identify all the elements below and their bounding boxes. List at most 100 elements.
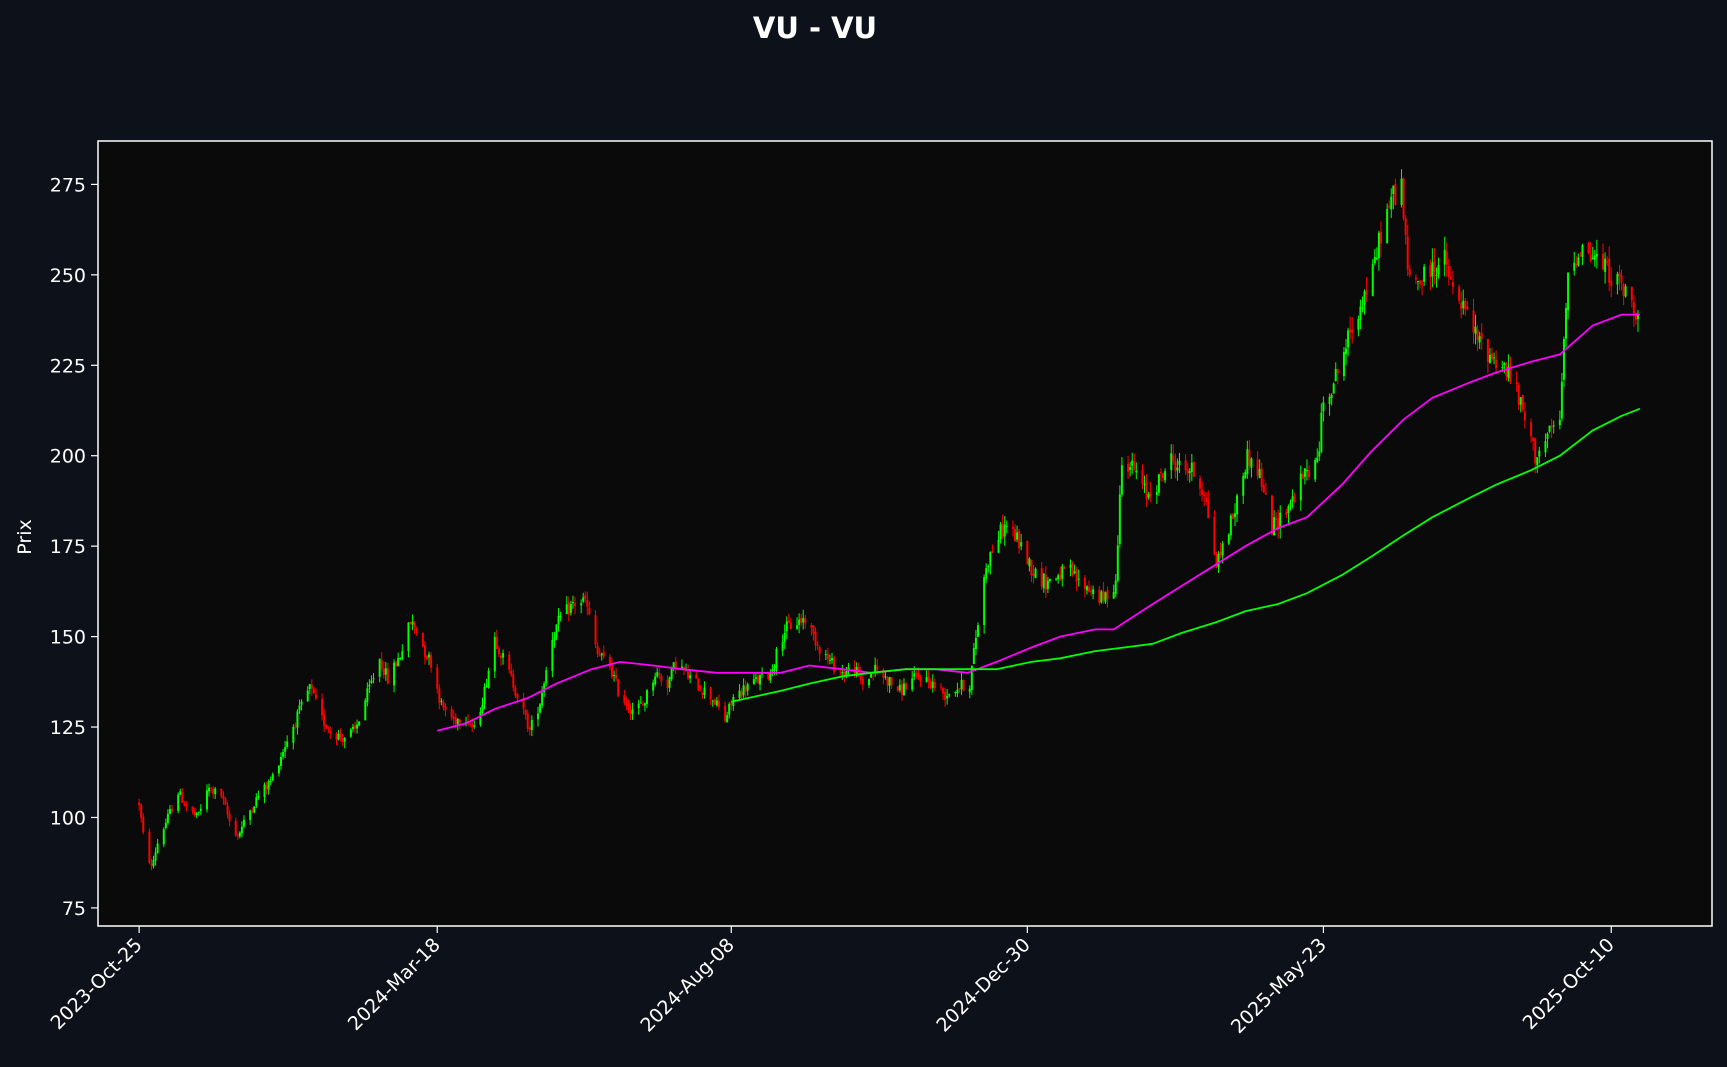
candle-body xyxy=(358,721,361,726)
candle-body xyxy=(438,688,441,703)
y-tick-label: 175 xyxy=(50,536,86,558)
candle-body xyxy=(697,678,700,691)
y-tick-label: 250 xyxy=(50,265,86,287)
candle-body xyxy=(329,731,332,733)
y-tick-label: 75 xyxy=(62,898,86,920)
candle-body xyxy=(744,686,747,692)
candle-body xyxy=(1046,580,1049,589)
candle-body xyxy=(1449,277,1452,280)
candle-body xyxy=(1176,467,1179,471)
candle-body xyxy=(1536,457,1539,466)
candle-body xyxy=(1057,575,1060,580)
candle-body xyxy=(574,603,577,606)
candle-body xyxy=(1149,492,1152,497)
candle-body xyxy=(483,686,486,704)
candle-body xyxy=(337,733,340,740)
candle-body xyxy=(1433,261,1436,273)
candle-body xyxy=(1636,313,1639,320)
candle-body xyxy=(611,665,614,678)
candle-body xyxy=(138,802,141,805)
candle-body xyxy=(672,662,675,669)
candle-body xyxy=(1565,307,1568,339)
candle-body xyxy=(335,733,338,740)
candle-body xyxy=(257,796,260,799)
candle-body xyxy=(1544,441,1547,453)
candle-body xyxy=(796,625,799,629)
candle-body xyxy=(1464,301,1467,310)
candle-body xyxy=(886,677,889,686)
candle-body xyxy=(526,713,529,730)
candle-body xyxy=(1404,218,1407,236)
candle-body xyxy=(300,701,303,705)
candle-body xyxy=(399,657,402,659)
y-tick-label: 125 xyxy=(50,717,86,739)
candle-body xyxy=(428,654,431,658)
candle-body xyxy=(1233,513,1236,518)
candle-body xyxy=(1162,473,1165,479)
candle-body xyxy=(485,686,488,688)
candle-body xyxy=(754,677,757,679)
candle-body xyxy=(1591,257,1594,260)
candle-body xyxy=(294,725,297,727)
candle-body xyxy=(997,539,1000,553)
candle-body xyxy=(1394,184,1397,205)
candle-body xyxy=(861,678,864,685)
candle-body xyxy=(629,710,632,715)
candle-body xyxy=(1098,589,1101,603)
candle-body xyxy=(1488,354,1491,364)
candle-body xyxy=(177,794,180,811)
candle-body xyxy=(1157,474,1160,493)
candle-body xyxy=(1188,471,1191,474)
candle-body xyxy=(1517,385,1520,406)
candle-body xyxy=(1114,580,1117,594)
candle-body xyxy=(1503,363,1506,366)
candle-body xyxy=(1587,243,1590,253)
candle-body xyxy=(1322,402,1325,412)
candle-body xyxy=(913,673,916,677)
candle-body xyxy=(224,798,227,805)
candle-body xyxy=(1602,254,1605,270)
candle-body xyxy=(1203,495,1206,497)
y-axis-label: Prix xyxy=(14,519,36,554)
candle-body xyxy=(637,703,640,709)
candle-body xyxy=(162,829,165,845)
candle-body xyxy=(1071,563,1074,576)
candle-body xyxy=(1462,300,1465,309)
candle-body xyxy=(1466,306,1469,310)
candle-body xyxy=(1445,251,1448,265)
candle-body xyxy=(1579,254,1582,256)
candle-body xyxy=(781,642,784,651)
candle-body xyxy=(306,690,309,702)
candle-body xyxy=(1421,284,1424,286)
candle-body xyxy=(325,725,328,729)
candle-body xyxy=(902,683,905,696)
candle-body xyxy=(1400,178,1403,205)
candle-body xyxy=(824,654,827,656)
candle-body xyxy=(166,813,169,824)
candle-body xyxy=(1429,265,1432,278)
candle-body xyxy=(1092,589,1095,594)
candle-body xyxy=(1219,551,1222,555)
candle-body xyxy=(436,667,439,689)
candle-body xyxy=(310,684,313,689)
candle-body xyxy=(1236,495,1239,515)
candle-body xyxy=(1437,265,1440,275)
candle-body xyxy=(600,653,603,656)
candle-body xyxy=(372,678,375,680)
candle-body xyxy=(812,625,815,634)
candle-body xyxy=(1028,558,1031,567)
candle-body xyxy=(395,662,398,667)
candle-body xyxy=(1104,592,1107,603)
candle-body xyxy=(1630,287,1633,301)
candle-body xyxy=(1164,471,1167,481)
candle-body xyxy=(1301,474,1304,480)
candle-body xyxy=(976,625,979,637)
candle-body xyxy=(473,725,476,727)
candle-body xyxy=(954,691,957,693)
candle-body xyxy=(699,690,702,692)
candle-body xyxy=(1250,458,1253,468)
candle-body xyxy=(942,688,945,694)
candle-body xyxy=(933,682,936,688)
candle-body xyxy=(265,785,268,789)
